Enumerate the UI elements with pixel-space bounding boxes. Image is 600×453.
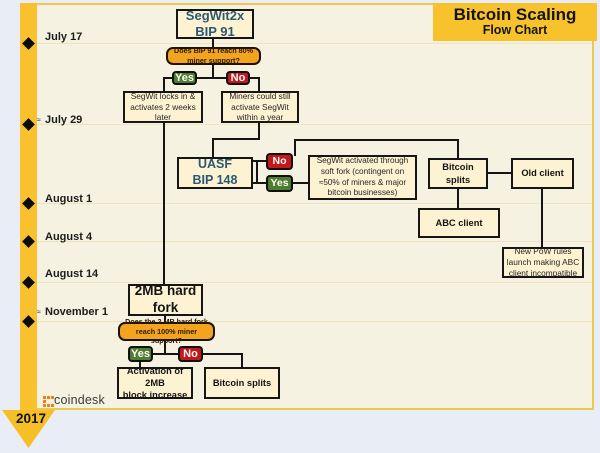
- question-label: Does BIP 91 reach 80% miner support?: [174, 46, 253, 65]
- node-new-pow-rules: New PoW rules launch making ABC client i…: [502, 246, 584, 278]
- timeline-date-november1: November 1: [45, 306, 108, 318]
- timeline-date-august14: August 14: [45, 268, 99, 280]
- node-bitcoin-splits-bottom: Bitcoin splits: [204, 367, 280, 399]
- yes-label: Yes: [131, 347, 150, 360]
- node-bitcoin-splits-top: Bitcoin splits: [428, 158, 488, 189]
- node-question-2mb: Does the 2 MB hard fork reach 100% miner…: [118, 317, 215, 345]
- title-banner: Bitcoin Scaling Flow Chart: [433, 3, 597, 41]
- connector: [541, 188, 543, 248]
- yes-label: Yes: [270, 177, 289, 190]
- node-question-bip91: Does BIP 91 reach 80% miner support?: [166, 46, 261, 65]
- node-miners-could-still: Miners could still activate SegWit withi…: [221, 91, 299, 123]
- connector: [294, 139, 459, 141]
- connector: [258, 78, 260, 92]
- no-label: No: [230, 71, 246, 84]
- node-label: SegWit activated through soft fork (cont…: [316, 156, 409, 198]
- connector: [457, 139, 459, 159]
- node-uasf-bip148: UASF BIP 148: [177, 157, 253, 189]
- connector: [164, 315, 166, 323]
- connector: [212, 39, 214, 48]
- yes-label: Yes: [175, 71, 194, 84]
- connector: [163, 78, 165, 92]
- node-label: Miners could still activate SegWit withi…: [229, 90, 291, 123]
- timeline-gridline: [37, 43, 592, 44]
- page-subtitle: Flow Chart: [482, 23, 548, 38]
- timeline-gridline: [37, 282, 592, 283]
- no-label: No: [183, 347, 198, 360]
- yes-branch-1: Yes: [172, 71, 197, 85]
- node-segwit2x-bip91: SegWit2x BIP 91: [176, 8, 254, 39]
- connector: [241, 353, 243, 368]
- node-label: UASF BIP 148: [192, 157, 238, 187]
- timeline-gridline: [37, 321, 592, 322]
- timeline-date-july17: July 17: [45, 31, 83, 43]
- connector: [212, 138, 214, 158]
- no-branch-2: No: [266, 153, 293, 170]
- connector: [212, 138, 260, 140]
- no-branch-1: No: [226, 71, 250, 85]
- year-label: 2017: [16, 411, 47, 426]
- connector: [258, 122, 260, 140]
- approx-mark: ≈: [37, 117, 41, 124]
- timeline-date-august1: August 1: [45, 193, 93, 205]
- node-old-client: Old client: [511, 158, 574, 189]
- timeline-gridline: [37, 203, 592, 204]
- connector: [164, 340, 166, 355]
- approx-mark: ≈: [37, 309, 41, 316]
- timeline-date-august4: August 4: [45, 231, 93, 243]
- question-label: Does the 2 MB hard fork reach 100% miner…: [125, 316, 208, 346]
- connector: [252, 160, 268, 162]
- node-activation-2mb: Activation of 2MB block increase: [117, 365, 193, 401]
- yes-branch-2: Yes: [266, 175, 293, 192]
- coindesk-wordmark: coindesk: [54, 393, 105, 407]
- chart-frame: [20, 3, 594, 410]
- yes-branch-3: Yes: [128, 346, 153, 362]
- coindesk-logo: coindesk: [42, 392, 105, 408]
- node-label: New PoW rules launch making ABC client i…: [506, 246, 580, 278]
- node-segwit-activated: SegWit activated through soft fork (cont…: [308, 155, 417, 200]
- node-segwit-locks-in: SegWit locks in & activates 2 weeks late…: [123, 91, 203, 123]
- node-label: Bitcoin splits: [212, 377, 272, 388]
- connector: [163, 77, 260, 79]
- no-label: No: [272, 155, 287, 168]
- timeline-gridline: [37, 124, 592, 125]
- connector: [457, 188, 459, 209]
- connector: [163, 122, 165, 285]
- page-title: Bitcoin Scaling: [453, 4, 577, 24]
- connector: [212, 64, 214, 79]
- node-label: Bitcoin splits: [442, 162, 474, 185]
- connector: [487, 172, 511, 174]
- node-abc-client: ABC client: [418, 208, 500, 238]
- no-branch-3: No: [178, 346, 203, 362]
- connector: [292, 182, 309, 184]
- coindesk-icon: [43, 395, 46, 399]
- node-label: Old client: [521, 168, 564, 179]
- node-2mb-hard-fork: 2MB hard fork: [128, 283, 203, 316]
- timeline-date-july29: July 29: [45, 114, 83, 126]
- node-label: ABC client: [435, 217, 483, 228]
- node-label: SegWit2x BIP 91: [185, 8, 245, 39]
- node-label: Activation of 2MB block increase: [122, 365, 188, 401]
- connector: [294, 139, 296, 156]
- timeline-gridline: [37, 241, 592, 242]
- connector: [256, 160, 258, 184]
- node-label: SegWit locks in & activates 2 weeks late…: [130, 90, 196, 123]
- node-label: 2MB hard fork: [134, 283, 197, 315]
- connector: [252, 182, 268, 184]
